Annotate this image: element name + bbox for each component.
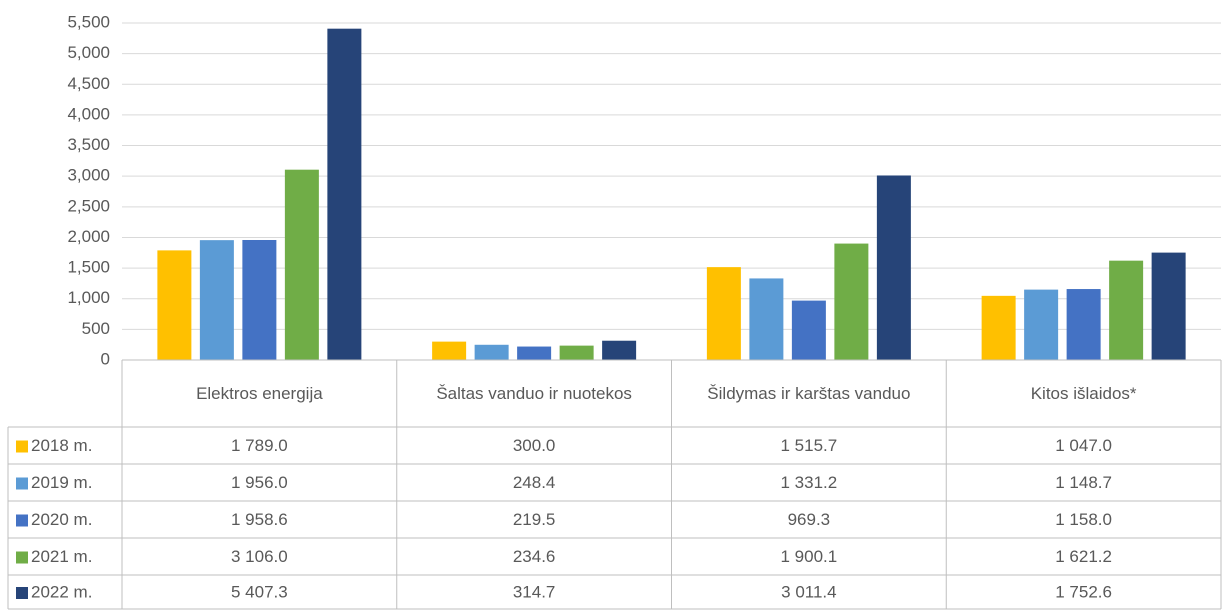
table-value: 314.7	[513, 582, 556, 601]
table-value: 3 011.4	[781, 582, 836, 601]
y-tick-label: 3,000	[67, 166, 110, 185]
bar	[706, 267, 741, 360]
bar	[876, 175, 911, 360]
legend-label: 2022 m.	[31, 582, 92, 601]
table-value: 1 752.6	[1055, 582, 1112, 601]
bar	[1109, 260, 1144, 360]
table-value: 1 621.2	[1055, 547, 1112, 566]
bar	[1151, 252, 1186, 360]
legend-swatch	[16, 587, 28, 599]
bar	[791, 300, 826, 360]
table-value: 1 515.7	[781, 436, 838, 455]
y-tick-label: 1,500	[67, 258, 110, 277]
legend-swatch	[16, 440, 28, 453]
bar	[834, 243, 869, 360]
y-tick-label: 5,000	[67, 43, 110, 62]
x-tick-label: Elektros energija	[196, 383, 323, 403]
table-value: 1 789.0	[231, 436, 288, 455]
table-value: 3 106.0	[231, 547, 288, 566]
x-tick-label: Šildymas ir karštas vanduo	[707, 383, 911, 403]
bar	[1066, 289, 1101, 360]
y-tick-label: 0	[101, 349, 110, 368]
y-tick-label: 2,500	[67, 196, 110, 215]
bar	[559, 345, 594, 360]
bar	[517, 346, 552, 360]
table-value: 248.4	[513, 473, 556, 492]
category-cell: Kitos išlaidos*	[1030, 383, 1137, 403]
category-cell: Elektros energija	[196, 383, 323, 403]
table-value: 1 956.0	[231, 473, 288, 492]
table-value: 1 047.0	[1055, 436, 1112, 455]
table-value: 300.0	[513, 436, 556, 455]
table-value: 1 331.2	[781, 473, 838, 492]
bar	[474, 344, 509, 360]
bar	[432, 341, 467, 360]
legend-label: 2020 m.	[31, 510, 92, 529]
bar	[749, 278, 784, 360]
bar	[284, 169, 319, 360]
legend-label: 2019 m.	[31, 473, 92, 492]
legend-label: 2021 m.	[31, 547, 92, 566]
legend-swatch	[16, 477, 28, 490]
category-cell: Šaltas vanduo ir nuotekos	[436, 383, 632, 403]
bar	[981, 295, 1016, 360]
bar	[327, 28, 362, 360]
table-value: 969.3	[788, 510, 831, 529]
table-value: 1 958.6	[231, 510, 288, 529]
y-tick-label: 4,500	[67, 74, 110, 93]
table-value: 1 900.1	[781, 547, 838, 566]
x-tick-label: Šaltas vanduo ir nuotekos	[436, 383, 632, 403]
bar	[602, 340, 637, 360]
table-value: 1 148.7	[1055, 473, 1112, 492]
bar	[157, 250, 192, 360]
x-tick-label: Kitos išlaidos*	[1030, 383, 1137, 403]
legend-label: 2018 m.	[31, 436, 92, 455]
table-value: 1 158.0	[1055, 510, 1112, 529]
table-value: 219.5	[513, 510, 556, 529]
bar	[242, 239, 277, 360]
bar	[1024, 289, 1059, 360]
table-value: 234.6	[513, 547, 556, 566]
legend-swatch	[16, 514, 28, 527]
legend-swatch	[16, 551, 28, 564]
y-tick-label: 1,000	[67, 288, 110, 307]
y-tick-label: 3,500	[67, 135, 110, 154]
table-value: 5 407.3	[231, 582, 288, 601]
y-tick-label: 5,500	[67, 12, 110, 31]
y-tick-label: 500	[82, 319, 110, 338]
y-tick-label: 4,000	[67, 104, 110, 123]
y-tick-label: 2,000	[67, 227, 110, 246]
category-cell: Šildymas ir karštas vanduo	[707, 383, 911, 403]
bar	[199, 240, 234, 360]
